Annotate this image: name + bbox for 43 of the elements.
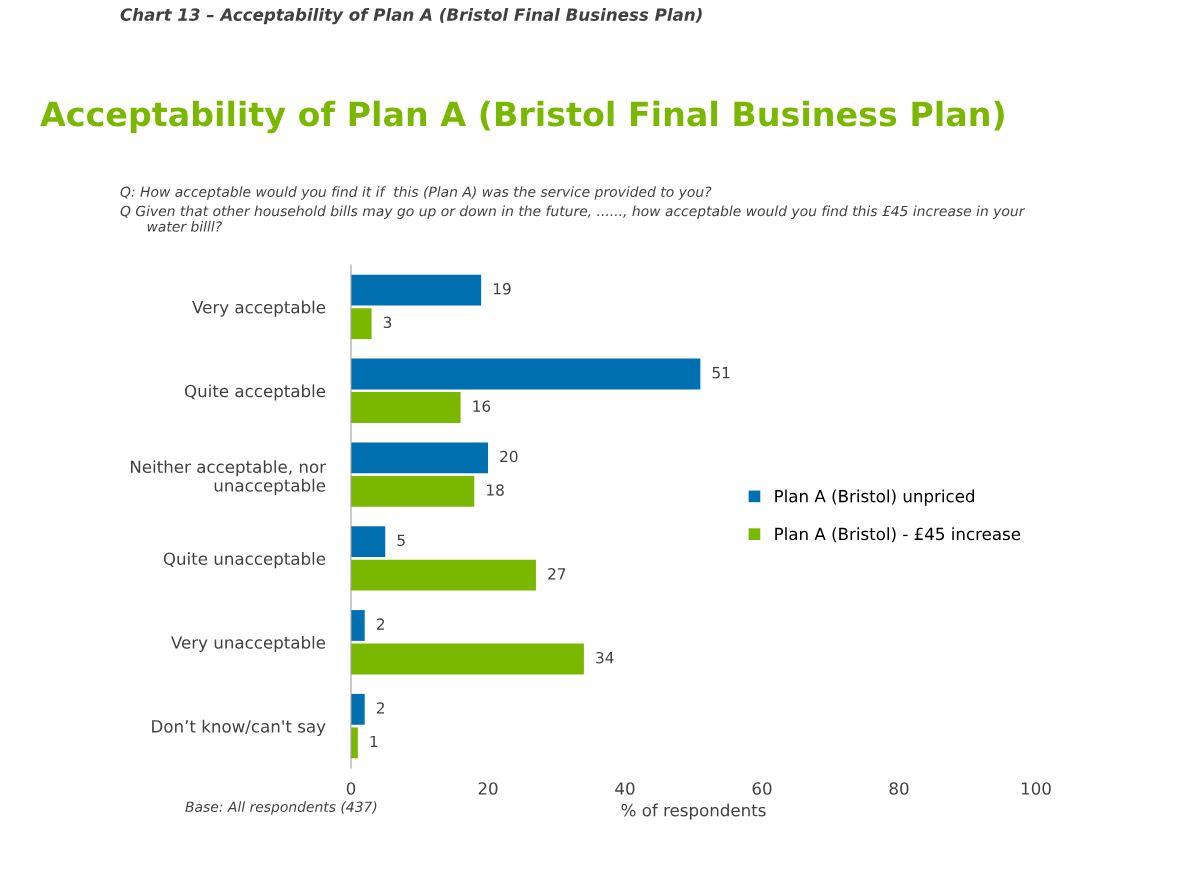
- y-tick-label: Very unacceptable: [171, 635, 326, 653]
- text: Q: How acceptable would you find it if this (Plan A) was the service provided to you?: [120, 186, 712, 200]
- x-tick-label: 60: [752, 782, 772, 795]
- bar: [351, 559, 536, 591]
- bar: [351, 442, 488, 474]
- x-tick-label: 0: [346, 782, 356, 795]
- data-label: 16: [473, 400, 491, 412]
- x-tick-label: 80: [889, 782, 909, 795]
- text: Q Given that other household bills may go up or down in the future, ......, how acceptable would you find this £45 increase in your water billl?: [120, 205, 1026, 232]
- y-tick-label: Very acceptable: [192, 300, 326, 317]
- data-label: 19: [493, 283, 511, 295]
- x-tick-label: 40: [615, 782, 635, 795]
- chart-title: Acceptability of Plan A (Bristol Final Business Plan): [40, 100, 1004, 134]
- bar: [351, 358, 701, 390]
- data-label: 27: [548, 568, 566, 580]
- x-axis-title: % of respondents: [621, 803, 766, 820]
- y-tick-label: Quite acceptable: [184, 384, 326, 401]
- data-label: 5: [397, 534, 405, 547]
- bar: [351, 308, 372, 340]
- bar: [351, 526, 386, 558]
- data-label: 2: [376, 618, 384, 630]
- y-tick-label: Don’t know/can't say: [152, 719, 326, 736]
- bar: [351, 610, 365, 641]
- data-label: 34: [596, 651, 614, 664]
- bar: [351, 475, 475, 507]
- y-tick-label: Quite unacceptable: [163, 552, 326, 569]
- y-tick-label: Neither acceptable, nor unacceptable: [130, 460, 326, 495]
- text: Base: All respondents (437): [185, 801, 377, 815]
- data-label: 51: [712, 367, 730, 379]
- x-tick-label: 20: [478, 782, 498, 795]
- bar: [351, 643, 584, 675]
- legend-label: Plan A (Bristol) unpriced: [775, 489, 975, 506]
- caption: Chart 13 – Acceptability of Plan A (Bristol Final Business Plan): [120, 8, 702, 25]
- x-tick-label: 100: [1021, 782, 1051, 795]
- data-label: 18: [487, 484, 504, 496]
- data-label: 1: [370, 735, 378, 748]
- data-label: 2: [376, 702, 384, 714]
- data-label: 20: [500, 450, 518, 463]
- data-label: 3: [383, 316, 392, 329]
- bar: [351, 392, 461, 423]
- bar: [351, 693, 365, 725]
- legend-label: Plan A (Bristol) - £45 increase: [775, 527, 1021, 543]
- bar: [351, 274, 482, 306]
